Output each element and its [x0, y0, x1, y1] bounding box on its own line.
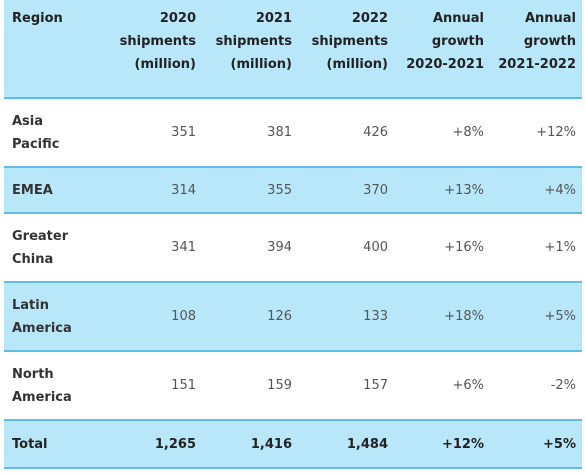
cell-2021: 381 — [202, 97, 298, 167]
cell-growth-2022: +1% — [490, 212, 582, 282]
row-region: Greater China — [4, 212, 106, 282]
table-header: Region 2020 shipments (million) 2021 shipme… — [4, 0, 582, 98]
cell-2022: 400 — [298, 212, 394, 282]
total-2020: 1,265 — [106, 419, 202, 469]
header-2020-shipments: 2020 shipments (million) — [119, 11, 196, 72]
row-region: North America — [4, 350, 106, 420]
header-growth-2021-2022: Annual growth 2021-2022 — [498, 11, 576, 72]
shipments-table: Region 2020 shipments (million) 2021 shipme… — [4, 0, 582, 469]
row-region: Latin America — [4, 281, 106, 351]
total-row: Total 1,265 1,416 1,484 +12% +5% — [4, 419, 582, 469]
cell-2022: 370 — [298, 166, 394, 213]
row-region: EMEA — [4, 166, 106, 213]
cell-2022: 133 — [298, 281, 394, 351]
cell-growth-2021: +8% — [394, 97, 490, 167]
total-growth-2022: +5% — [490, 419, 582, 469]
table-row: North America 151 159 157 +6% -2% — [4, 350, 582, 420]
table-row: EMEA 314 355 370 +13% +4% — [4, 166, 582, 213]
cell-2020: 314 — [106, 166, 202, 213]
total-label: Total — [4, 419, 106, 469]
cell-growth-2022: -2% — [490, 350, 582, 420]
cell-growth-2022: +4% — [490, 166, 582, 213]
header-growth-2020-2021: Annual growth 2020-2021 — [406, 11, 484, 72]
table-body: Asia Pacific 351 381 426 +8% +12% EMEA 31… — [4, 97, 582, 469]
total-2022: 1,484 — [298, 419, 394, 469]
cell-2020: 151 — [106, 350, 202, 420]
cell-2021: 355 — [202, 166, 298, 213]
row-region: Asia Pacific — [4, 97, 106, 167]
cell-2021: 126 — [202, 281, 298, 351]
cell-growth-2022: +5% — [490, 281, 582, 351]
cell-growth-2021: +6% — [394, 350, 490, 420]
table-row: Asia Pacific 351 381 426 +8% +12% — [4, 97, 582, 167]
header-row: Region 2020 shipments (million) 2021 shipme… — [4, 0, 582, 98]
cell-2020: 341 — [106, 212, 202, 282]
total-growth-2021: +12% — [394, 419, 490, 469]
cell-growth-2021: +18% — [394, 281, 490, 351]
table-row: Latin America 108 126 133 +18% +5% — [4, 281, 582, 351]
cell-2021: 394 — [202, 212, 298, 282]
cell-growth-2021: +13% — [394, 166, 490, 213]
header-2022-shipments: 2022 shipments (million) — [311, 11, 388, 72]
cell-2020: 351 — [106, 97, 202, 167]
cell-growth-2021: +16% — [394, 212, 490, 282]
cell-2022: 426 — [298, 97, 394, 167]
total-2021: 1,416 — [202, 419, 298, 469]
header-region: Region — [12, 11, 63, 26]
cell-2021: 159 — [202, 350, 298, 420]
cell-growth-2022: +12% — [490, 97, 582, 167]
header-2021-shipments: 2021 shipments (million) — [215, 11, 292, 72]
table-row: Greater China 341 394 400 +16% +1% — [4, 212, 582, 282]
cell-2022: 157 — [298, 350, 394, 420]
cell-2020: 108 — [106, 281, 202, 351]
